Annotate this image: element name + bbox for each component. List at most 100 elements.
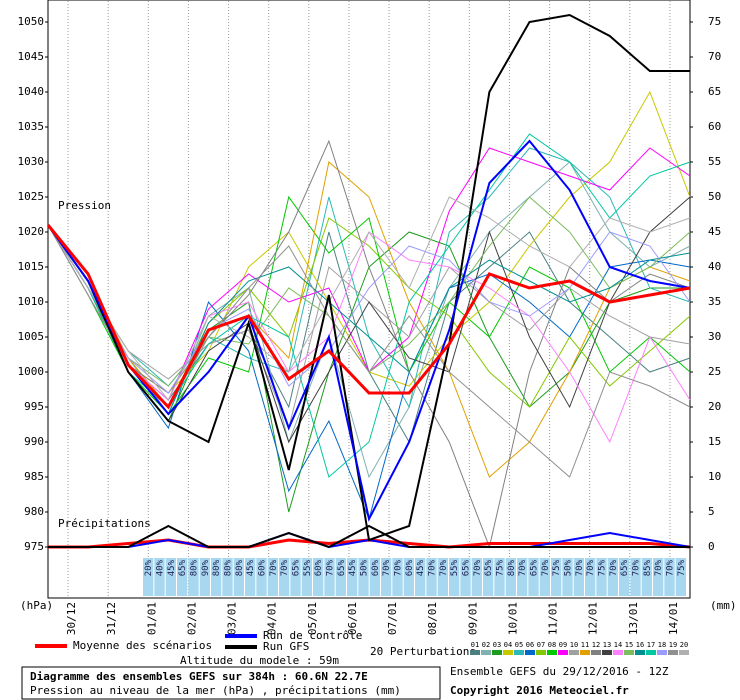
- perturbations-label: 20 Perturbations: [370, 645, 476, 658]
- probability-label: 70%: [666, 559, 676, 576]
- y-tick-label: 1040: [18, 85, 45, 98]
- probability-cell: [437, 558, 448, 596]
- legend-label: 02: [482, 641, 490, 649]
- probability-cell: [347, 558, 358, 596]
- probability-label: 70%: [269, 559, 279, 576]
- pressure-line: [47, 13, 690, 542]
- probability-label: 45%: [246, 559, 256, 576]
- probability-cell: [381, 558, 392, 596]
- legend-label: 06: [526, 641, 534, 649]
- probability-cell: [641, 558, 652, 596]
- legend-swatch: [525, 650, 535, 655]
- pressure-line: [46, 224, 691, 410]
- y-tick-label: 975: [24, 540, 44, 553]
- y-tick-label: 1020: [18, 225, 45, 238]
- probability-cell: [358, 558, 369, 596]
- probability-cell: [301, 558, 312, 596]
- legend-label: 05: [515, 641, 523, 649]
- probability-cell: [313, 558, 324, 596]
- legend-swatch: [635, 650, 645, 655]
- probability-cell: [528, 558, 539, 596]
- perturbation-line: [47, 224, 691, 430]
- probability-label: 75%: [496, 559, 506, 576]
- probability-label: 90%: [201, 559, 211, 576]
- perturbation-line: [47, 195, 691, 415]
- probability-label: 65%: [178, 559, 188, 576]
- legend-label: 12: [592, 641, 600, 649]
- x-tick-label: 06/01: [346, 602, 359, 635]
- y2-tick-label: 25: [708, 365, 721, 378]
- probability-label: 65%: [292, 559, 302, 576]
- probability-cell: [199, 558, 210, 596]
- probability-cell: [426, 558, 437, 596]
- info-box: [21, 666, 441, 700]
- x-tick-label: 10/01: [506, 602, 519, 635]
- probability-label: 70%: [632, 559, 642, 576]
- probability-label: 70%: [586, 559, 596, 576]
- altitude: Altitude du modele : 59m: [180, 654, 339, 667]
- y2-tick-label: 55: [708, 155, 721, 168]
- y2-tick-label: 45: [708, 225, 721, 238]
- probability-label: 60%: [371, 559, 381, 576]
- legend-swatch: [503, 650, 513, 655]
- probability-cell: [143, 558, 154, 596]
- legend-label: 20: [680, 641, 688, 649]
- legend-swatch: [580, 650, 590, 655]
- legend-label: 19: [669, 641, 677, 649]
- copyright: Copyright 2016 Meteociel.fr: [450, 684, 629, 697]
- probability-cell: [233, 558, 244, 596]
- legend-swatch: [470, 650, 480, 655]
- probability-label: 70%: [439, 559, 449, 576]
- x-tick-label: 04/01: [266, 602, 279, 635]
- probability-label: 70%: [428, 559, 438, 576]
- legend-label: 13: [603, 641, 611, 649]
- probability-label: 65%: [530, 559, 540, 576]
- probability-cell: [403, 558, 414, 596]
- y2-tick-label: 30: [708, 330, 721, 343]
- y-tick-label: 1025: [18, 190, 45, 203]
- probability-label: 70%: [609, 559, 619, 576]
- x-tick-label: 05/01: [306, 602, 319, 635]
- probability-cell: [494, 558, 505, 596]
- probability-label: 45%: [348, 559, 358, 576]
- probability-label: 65%: [620, 559, 630, 576]
- y-tick-label: 1030: [18, 155, 45, 168]
- probability-label: 20%: [144, 559, 154, 576]
- precip-label: Précipitations: [58, 517, 151, 530]
- y2-tick-label: 60: [708, 120, 721, 133]
- probability-cell: [188, 558, 199, 596]
- legend-swatch: [514, 650, 524, 655]
- probability-cell: [369, 558, 380, 596]
- probability-label: 70%: [280, 559, 290, 576]
- legend-swatch: [613, 650, 623, 655]
- probability-cell: [675, 558, 686, 596]
- legend-label: Run GFS: [263, 640, 309, 653]
- probability-cell: [392, 558, 403, 596]
- probability-label: 50%: [360, 559, 370, 576]
- y2-tick-label: 40: [708, 260, 721, 273]
- probability-cell: [177, 558, 188, 596]
- probability-label: 65%: [462, 559, 472, 576]
- probability-cell: [551, 558, 562, 596]
- y2-tick-label: 75: [708, 15, 721, 28]
- perturbation-line: [47, 196, 691, 401]
- y-tick-label: 990: [24, 435, 44, 448]
- run-info: Ensemble GEFS du 29/12/2016 - 12Z: [450, 665, 669, 678]
- probability-label: 75%: [552, 559, 562, 576]
- probability-cell: [596, 558, 607, 596]
- y-tick-label: 995: [24, 400, 44, 413]
- probability-cell: [573, 558, 584, 596]
- legend-label: 08: [548, 641, 556, 649]
- x-tick-label: 03/01: [226, 602, 239, 635]
- perturbation-line: [47, 224, 691, 444]
- y-tick-label: 1010: [18, 295, 45, 308]
- probability-cell: [324, 558, 335, 596]
- probability-cell: [653, 558, 664, 596]
- probability-label: 75%: [598, 559, 608, 576]
- probability-cell: [517, 558, 528, 596]
- legend-label: 07: [537, 641, 545, 649]
- unit-left: (hPa): [20, 599, 53, 612]
- probability-label: 70%: [382, 559, 392, 576]
- legend-label: 18: [658, 641, 666, 649]
- chart-title: Diagramme des ensembles GEFS sur 384h : …: [30, 670, 368, 683]
